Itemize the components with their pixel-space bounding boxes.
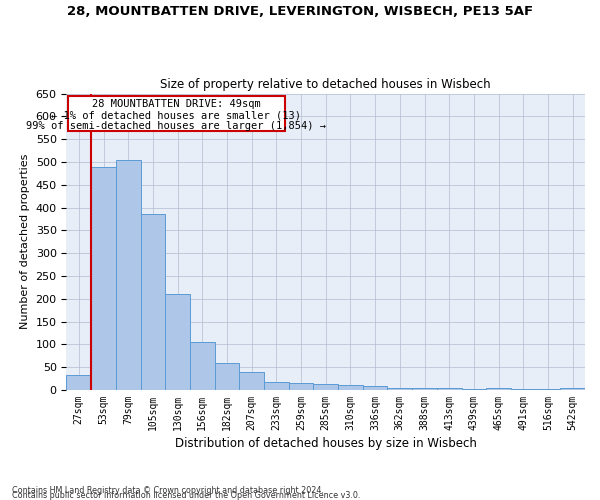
Bar [289,383,313,390]
Y-axis label: Number of detached properties: Number of detached properties [20,154,30,330]
Text: 99% of semi-detached houses are larger (1,854) →: 99% of semi-detached houses are larger (… [26,122,326,132]
Bar [363,386,388,390]
Text: Contains public sector information licensed under the Open Government Licence v3: Contains public sector information licen… [12,491,361,500]
Bar [165,294,190,390]
Text: 28, MOUNTBATTEN DRIVE, LEVERINGTON, WISBECH, PE13 5AF: 28, MOUNTBATTEN DRIVE, LEVERINGTON, WISB… [67,5,533,18]
Bar [91,166,116,390]
Bar [140,214,165,390]
Bar [190,342,215,390]
Bar [560,388,585,390]
Bar [388,388,412,390]
Bar [486,388,511,390]
Bar [338,385,363,390]
X-axis label: Distribution of detached houses by size in Wisbech: Distribution of detached houses by size … [175,437,476,450]
Bar [412,388,437,390]
Bar [67,376,91,390]
Bar [313,384,338,390]
Bar [239,372,264,390]
Bar [264,382,289,390]
FancyBboxPatch shape [68,96,285,132]
Text: 28 MOUNTBATTEN DRIVE: 49sqm: 28 MOUNTBATTEN DRIVE: 49sqm [92,100,261,110]
Title: Size of property relative to detached houses in Wisbech: Size of property relative to detached ho… [160,78,491,91]
Bar [437,388,461,390]
Text: ← 1% of detached houses are smaller (13): ← 1% of detached houses are smaller (13) [52,110,301,120]
Bar [116,160,140,390]
Text: Contains HM Land Registry data © Crown copyright and database right 2024.: Contains HM Land Registry data © Crown c… [12,486,324,495]
Bar [215,363,239,390]
